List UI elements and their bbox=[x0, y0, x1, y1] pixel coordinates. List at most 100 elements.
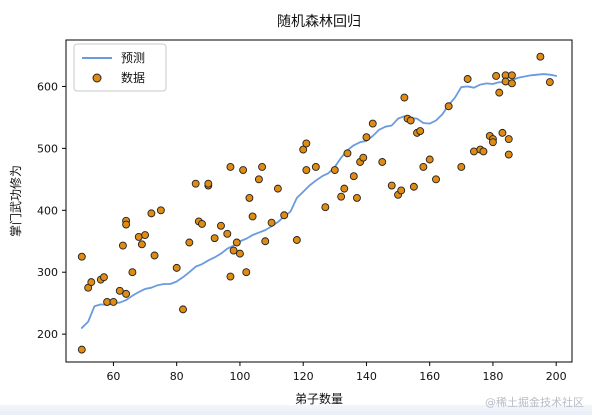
data-point-86 bbox=[495, 88, 504, 97]
data-point-18 bbox=[147, 209, 156, 218]
data-point-91 bbox=[504, 150, 513, 159]
points-layer bbox=[77, 52, 554, 354]
data-point-36 bbox=[235, 249, 244, 258]
data-point-2 bbox=[77, 345, 86, 354]
data-point-30 bbox=[217, 221, 225, 230]
x-tick-label-200: 200 bbox=[546, 370, 567, 383]
data-point-44 bbox=[267, 218, 276, 227]
line-layer bbox=[80, 73, 558, 329]
data-point-95 bbox=[545, 78, 554, 87]
data-point-22 bbox=[179, 305, 187, 314]
data-point-19 bbox=[150, 251, 159, 260]
data-point-34 bbox=[229, 246, 238, 255]
data-point-85 bbox=[492, 71, 501, 80]
data-point-77 bbox=[457, 162, 466, 171]
data-point-37 bbox=[239, 166, 248, 174]
data-point-31 bbox=[223, 229, 232, 238]
data-point-45 bbox=[273, 184, 282, 193]
data-point-28 bbox=[204, 179, 213, 188]
legend-line-label: 预测 bbox=[121, 51, 145, 65]
y-tick-label-500: 500 bbox=[37, 142, 58, 155]
y-tick-label-200: 200 bbox=[37, 328, 58, 341]
data-point-16 bbox=[137, 240, 146, 249]
y-tick-label-600: 600 bbox=[37, 80, 58, 93]
data-point-23 bbox=[185, 238, 194, 247]
legend-box bbox=[73, 43, 167, 92]
data-point-40 bbox=[248, 212, 257, 221]
data-point-63 bbox=[378, 158, 387, 166]
data-point-54 bbox=[337, 192, 346, 201]
data-point-53 bbox=[330, 166, 339, 174]
data-point-12 bbox=[122, 220, 131, 229]
data-point-72 bbox=[416, 127, 425, 135]
data-point-75 bbox=[432, 175, 440, 184]
data-point-32 bbox=[226, 162, 235, 171]
data-point-69 bbox=[406, 116, 415, 125]
chart-title: 随机森林回归 bbox=[277, 13, 361, 30]
data-point-62 bbox=[368, 119, 377, 128]
legend-point-label: 数据 bbox=[121, 70, 145, 85]
data-point-14 bbox=[128, 268, 137, 277]
data-point-78 bbox=[463, 75, 472, 83]
data-point-55 bbox=[340, 184, 349, 193]
data-point-39 bbox=[245, 193, 254, 202]
prediction-line bbox=[80, 73, 558, 329]
plot-area bbox=[65, 39, 573, 363]
data-point-61 bbox=[362, 133, 371, 142]
data-point-29 bbox=[210, 234, 219, 243]
axes-layer: 60 80 100 120 140 160 180 200 200 300 400 500 600 bbox=[37, 80, 567, 383]
x-tick-label-160: 160 bbox=[419, 370, 440, 383]
y-tick-label-300: 300 bbox=[37, 266, 58, 279]
data-point-20 bbox=[156, 206, 165, 215]
data-point-66 bbox=[397, 186, 406, 195]
x-tick-label-140: 140 bbox=[356, 370, 377, 383]
data-point-93 bbox=[507, 79, 516, 88]
data-point-46 bbox=[280, 211, 289, 220]
data-point-64 bbox=[387, 181, 396, 190]
data-point-50 bbox=[302, 166, 311, 174]
data-point-84 bbox=[488, 138, 497, 147]
data-point-10 bbox=[118, 241, 127, 250]
y-tick-label-400: 400 bbox=[37, 204, 58, 217]
legend: 预测 数据 bbox=[73, 43, 167, 92]
data-point-94 bbox=[536, 52, 545, 61]
x-axis-label: 弟子数量 bbox=[295, 391, 343, 406]
data-point-73 bbox=[419, 162, 428, 171]
data-point-90 bbox=[504, 135, 513, 144]
data-point-8 bbox=[109, 297, 118, 306]
data-point-49 bbox=[302, 139, 311, 148]
data-point-21 bbox=[172, 263, 181, 272]
footer-strip bbox=[0, 405, 592, 415]
data-point-70 bbox=[409, 182, 418, 191]
x-tick-label-180: 180 bbox=[482, 370, 503, 383]
data-point-24 bbox=[191, 179, 200, 188]
x-tick-label-60: 60 bbox=[106, 370, 120, 383]
data-point-81 bbox=[479, 147, 488, 156]
plot-frame bbox=[65, 39, 573, 363]
x-tick-label-120: 120 bbox=[293, 370, 314, 383]
data-point-51 bbox=[311, 162, 320, 171]
data-point-13 bbox=[122, 289, 131, 298]
data-point-76 bbox=[444, 102, 453, 111]
data-point-6 bbox=[99, 273, 108, 282]
data-point-26 bbox=[198, 219, 206, 228]
data-point-9 bbox=[115, 286, 124, 295]
watermark: @稀土掘金技术社区 bbox=[485, 396, 584, 409]
data-point-60 bbox=[359, 153, 368, 162]
data-point-1 bbox=[77, 252, 86, 261]
x-tick-label-80: 80 bbox=[170, 370, 184, 383]
data-point-33 bbox=[226, 272, 235, 281]
data-point-58 bbox=[353, 193, 361, 202]
data-point-41 bbox=[254, 175, 263, 184]
data-point-43 bbox=[261, 237, 270, 246]
data-point-52 bbox=[321, 203, 330, 212]
x-tick-label-100: 100 bbox=[229, 370, 250, 383]
data-point-48 bbox=[299, 145, 308, 154]
data-point-56 bbox=[343, 149, 352, 158]
data-point-35 bbox=[232, 238, 241, 247]
data-point-67 bbox=[400, 93, 409, 102]
data-point-87 bbox=[498, 128, 507, 137]
data-point-57 bbox=[349, 172, 358, 181]
